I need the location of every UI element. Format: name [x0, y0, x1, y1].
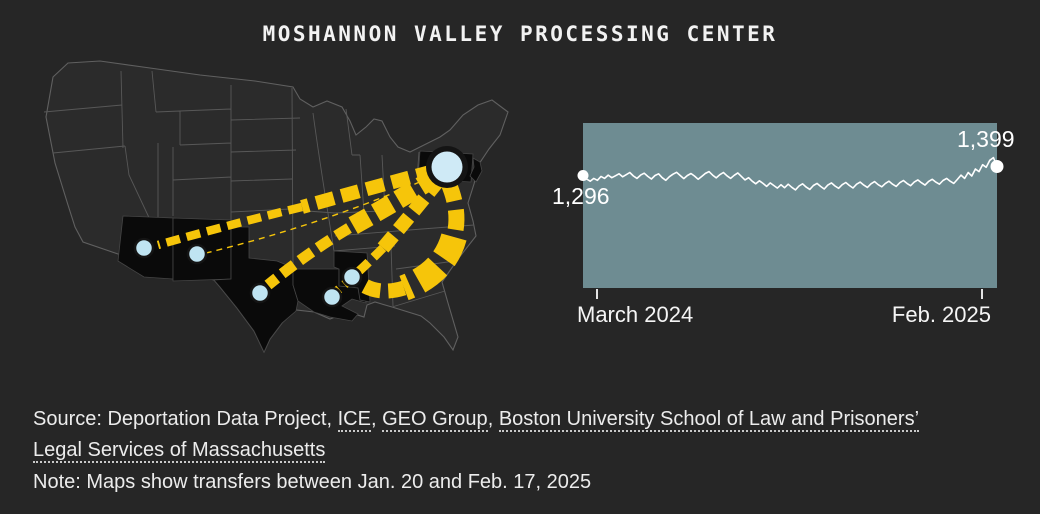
flow-to-texas-a	[344, 168, 441, 237]
source-link-ice[interactable]: ICE	[337, 408, 371, 432]
transfer-dot-arizona	[133, 237, 155, 259]
us-transfer-map	[30, 55, 530, 355]
source-prefix: Source: Deportation Data Project,	[33, 408, 338, 430]
us-map-svg	[43, 60, 509, 354]
state-new-jersey	[469, 157, 483, 183]
chart-start-value-label: 1,296	[552, 183, 610, 209]
source-link-geo-group[interactable]: GEO Group	[382, 408, 488, 432]
x-axis-label-march-2024: March 2024	[577, 302, 694, 327]
population-chart-panel	[577, 123, 1004, 288]
flow-to-texas-b	[264, 223, 352, 290]
source-link-bu-prisoners-line1[interactable]: Boston University School of Law and Pris…	[498, 408, 920, 432]
page-title: MOSHANNON VALLEY PROCESSING CENTER	[262, 22, 778, 46]
transfer-dot-texas	[249, 282, 271, 304]
source-text: Source: Deportation Data Project, ICE, G…	[33, 408, 920, 463]
flow-to-louisiana-b	[334, 244, 387, 295]
transfer-dot-mississippi	[341, 266, 363, 288]
x-tick-feb-2025	[981, 289, 983, 299]
source-link-bu-prisoners-line2[interactable]: Legal Services of Massachusetts	[33, 439, 326, 463]
flow-to-new-mexico	[201, 172, 441, 255]
flow-to-louisiana-a	[377, 175, 445, 253]
x-tick-march-2024	[596, 289, 598, 299]
note-text: Note: Maps show transfers between Jan. 2…	[33, 471, 592, 493]
flow-to-arizona-a	[300, 164, 436, 214]
chart-end-dot	[990, 160, 1004, 173]
origin-marker	[426, 146, 468, 188]
flow-to-arizona-b	[156, 202, 304, 250]
transfer-dot-louisiana	[321, 286, 343, 308]
flow-to-mississippi-b	[399, 232, 467, 301]
x-axis-label-feb-2025: Feb. 2025	[891, 302, 991, 327]
population-line	[582, 156, 998, 191]
chart-end-value-label: 1,399	[957, 126, 1015, 152]
transfer-dot-new-mexico	[186, 243, 208, 265]
flow-to-mississippi-c	[355, 276, 407, 299]
chart-start-dot	[577, 170, 589, 181]
